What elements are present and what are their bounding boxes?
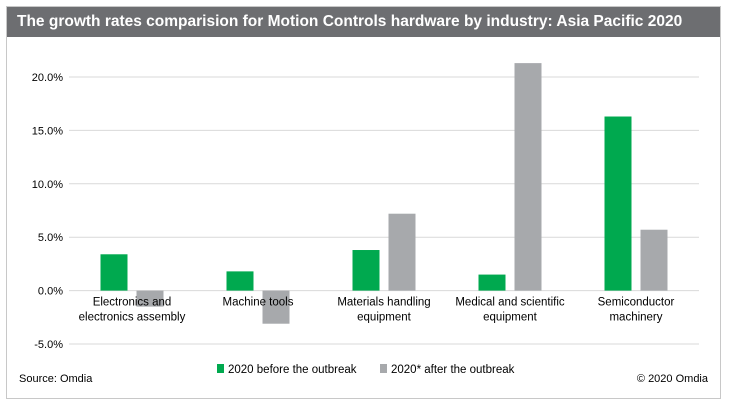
- y-tick-label: 20.0%: [32, 72, 63, 84]
- x-tick-label-line: equipment: [483, 312, 538, 324]
- y-tick-label: 0.0%: [38, 286, 63, 298]
- y-tick-label: 15.0%: [32, 125, 63, 137]
- bar-after: [262, 290, 290, 324]
- x-tick-label-line: machinery: [609, 312, 662, 324]
- x-tick-label-line: Semiconductor: [598, 297, 675, 309]
- bar-before: [352, 250, 380, 291]
- bar-after: [640, 229, 668, 291]
- bar-after: [388, 213, 416, 291]
- legend-swatch: [380, 364, 387, 373]
- source-note: Source: Omdia: [19, 373, 93, 385]
- y-tick-label: 5.0%: [38, 232, 63, 244]
- x-tick-label: Medical and scientific equipment: [455, 297, 565, 324]
- x-tick-label-line: Electronics and: [93, 297, 172, 309]
- copyright-note: © 2020 Omdia: [636, 373, 708, 385]
- chart-plot: -5.0% 0.0% 5.0% 10.0% 15.0% 20.0% Electronics …: [32, 63, 699, 376]
- bar-before: [604, 116, 632, 291]
- y-tick-label: -5.0%: [34, 339, 63, 351]
- x-tick-label-line: Machine tools: [223, 297, 294, 309]
- chart-frame: The growth rates comparision for Motion …: [6, 6, 721, 399]
- x-tick-label-line: Materials handling: [337, 297, 430, 309]
- bar-before: [100, 254, 128, 291]
- x-tick-label: Electronics and electronics assembly: [79, 297, 186, 324]
- legend-swatch: [217, 364, 224, 373]
- x-tick-label-line: Medical and scientific: [455, 297, 565, 309]
- x-tick-label: Materials handling equipment: [337, 297, 430, 324]
- x-tick-label: Semiconductor machinery: [598, 297, 675, 324]
- bar-before: [226, 271, 254, 291]
- chart-title: The growth rates comparision for Motion …: [7, 7, 720, 37]
- x-tick-label: Machine tools: [223, 297, 294, 309]
- bar-before: [478, 274, 506, 291]
- x-tick-label-line: equipment: [357, 312, 412, 324]
- bar-after: [136, 290, 164, 307]
- bar-after: [514, 63, 542, 291]
- legend-label: 2020 before the outbreak: [228, 364, 357, 376]
- y-tick-label: 10.0%: [32, 179, 63, 191]
- legend-label: 2020* after the outbreak: [391, 364, 515, 376]
- x-tick-label-line: electronics assembly: [79, 312, 186, 324]
